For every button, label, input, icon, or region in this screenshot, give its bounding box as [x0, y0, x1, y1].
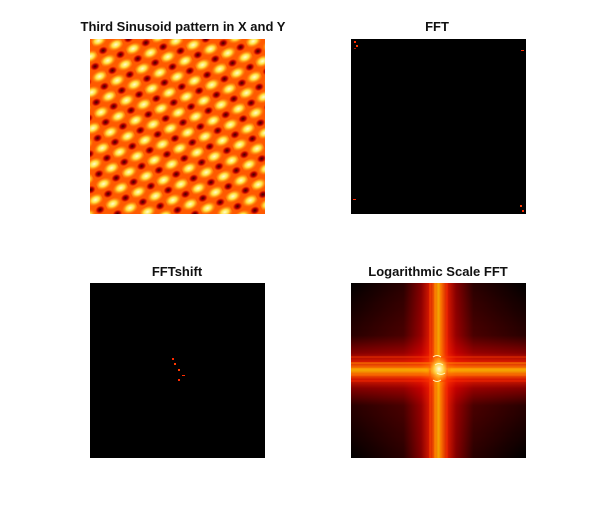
fft-peaks [353, 41, 524, 212]
sinusoid-image [90, 39, 265, 214]
axes-fft [351, 39, 526, 214]
log-fft-center-marks [432, 355, 446, 382]
panel-title-fft: FFT [425, 19, 449, 34]
fftshift-peaks [172, 358, 185, 381]
fftshift-image [90, 283, 265, 458]
fft-image [351, 39, 526, 214]
panel-title-fftshift: FFTshift [151, 264, 203, 279]
panel-title-sinusoid: Third Sinusoid pattern in X and Y [80, 19, 286, 34]
panel-title-log-fft: Logarithmic Scale FFT [368, 264, 508, 279]
axes-sinusoid [90, 39, 265, 214]
axes-log-fft [351, 283, 526, 458]
log-fft-image [351, 283, 526, 458]
axes-fftshift [90, 283, 265, 458]
